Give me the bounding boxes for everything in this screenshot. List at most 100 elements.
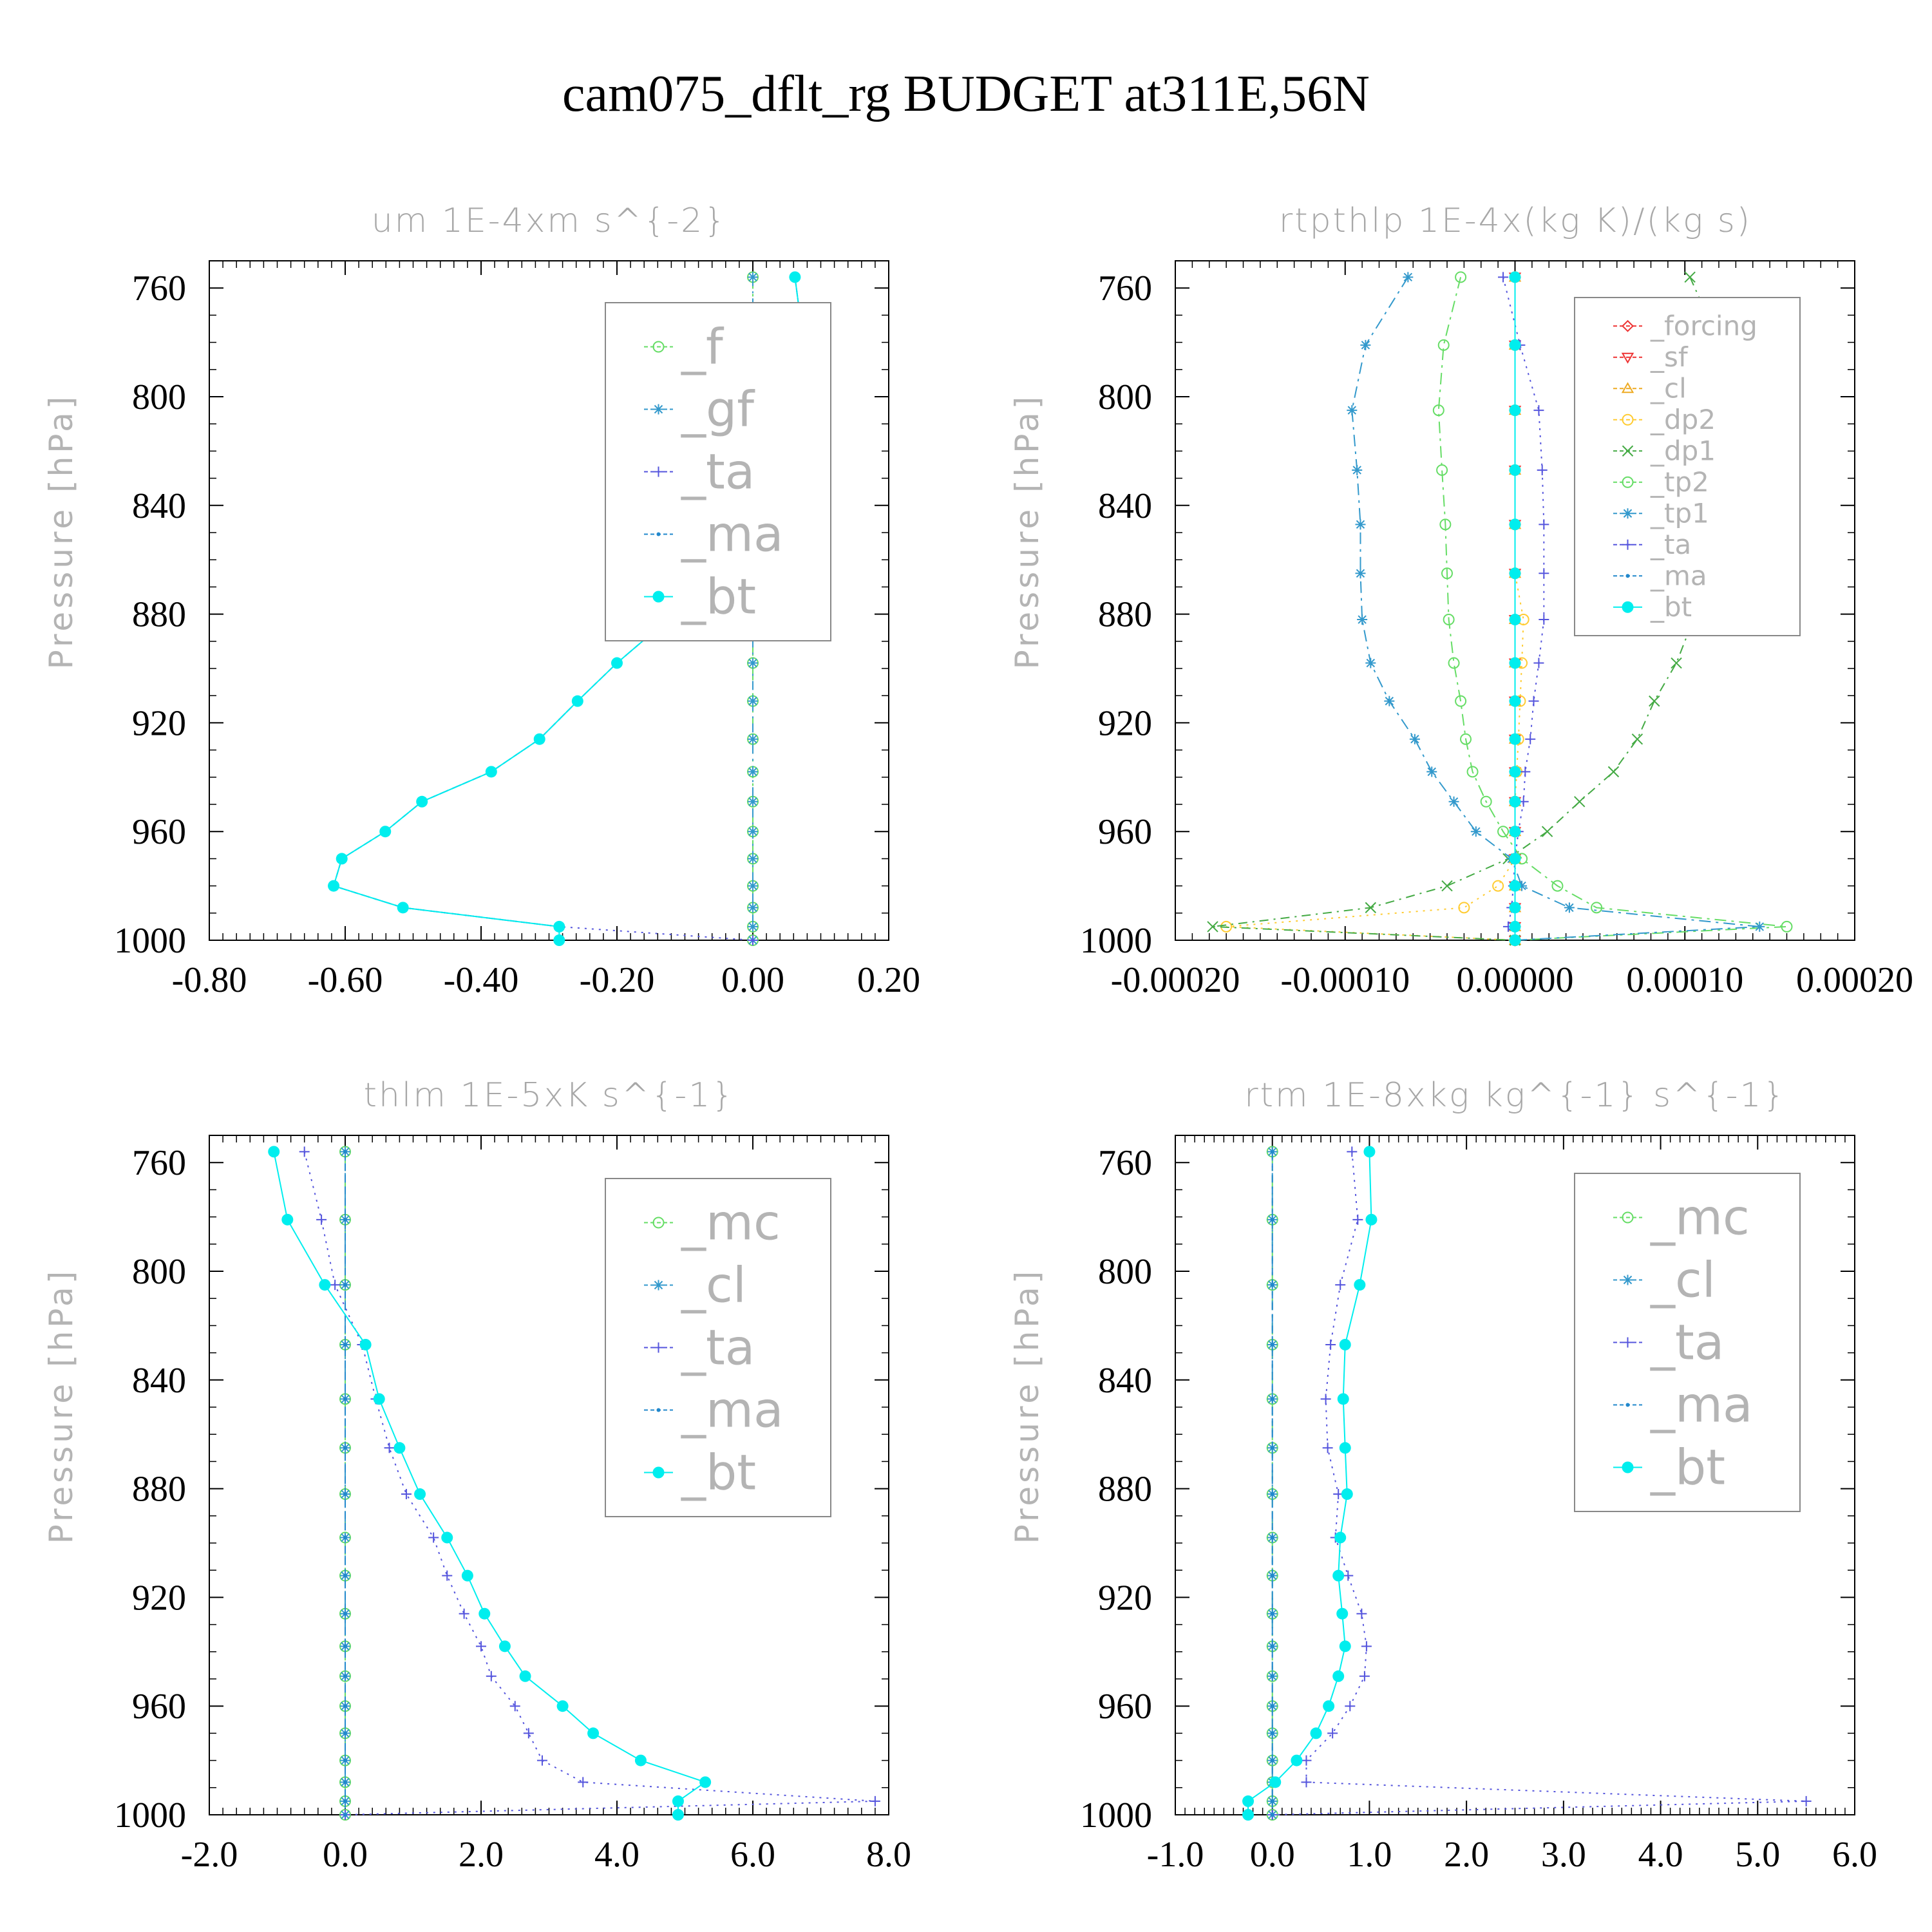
data-point — [1509, 271, 1521, 283]
data-point — [1365, 902, 1377, 914]
data-point — [1270, 1492, 1274, 1497]
series-ta — [1267, 1146, 1812, 1820]
legend-marker — [1622, 445, 1634, 457]
data-point — [1355, 568, 1366, 579]
x-tick-label: 0.00000 — [1457, 960, 1574, 1000]
y-tick-label: 880 — [1098, 1470, 1152, 1510]
legend-entry-dp2: _dp2 — [1650, 404, 1716, 435]
data-point — [1270, 1799, 1274, 1803]
legend-entry-tp2: _tp2 — [1650, 466, 1709, 498]
data-point — [1270, 1150, 1274, 1154]
data-point — [268, 1146, 280, 1158]
legend-marker — [1625, 574, 1630, 578]
data-point — [1537, 464, 1548, 475]
series-line — [1247, 1151, 1372, 1815]
data-point — [553, 934, 565, 946]
y-tick-label: 760 — [1098, 269, 1152, 308]
x-tick-label: -1.0 — [1147, 1835, 1204, 1875]
data-point — [442, 1570, 453, 1581]
series-line — [1502, 277, 1545, 941]
legend-marker — [1622, 1337, 1633, 1348]
data-point — [1403, 272, 1414, 283]
data-point — [441, 1531, 453, 1544]
legend-marker — [1625, 1403, 1630, 1407]
x-tick-label: 2.0 — [1444, 1835, 1489, 1875]
data-point — [343, 1611, 347, 1616]
data-point — [1458, 902, 1470, 914]
data-point — [330, 1280, 341, 1291]
x-tick-label: 4.0 — [1638, 1835, 1683, 1875]
data-point — [1341, 1488, 1353, 1501]
data-point — [1517, 880, 1528, 891]
data-point — [536, 1755, 547, 1766]
data-point — [1754, 921, 1765, 932]
data-point — [1631, 734, 1643, 745]
data-point — [1355, 519, 1366, 530]
series-line — [1351, 276, 1760, 941]
data-point — [748, 734, 758, 744]
figure-title: cam075_dflt_rg BUDGET at311E,56N — [562, 66, 1370, 122]
panel-rtpthlp: rtpthlp 1E-4x(kg K)/(kg s) Pressure [hPa… — [1009, 202, 1913, 1000]
series-ta — [1498, 272, 1549, 945]
data-point — [343, 1813, 347, 1817]
data-point — [299, 1146, 310, 1157]
data-point — [1574, 796, 1586, 808]
data-point — [1327, 1728, 1338, 1739]
legend-entry-dp1: _dp1 — [1650, 435, 1716, 467]
legend: _forcing_sf_cl_dp2_dp1_tp2_tp1_ta_ma_bt — [1574, 297, 1801, 636]
legend-box — [1574, 297, 1801, 636]
y-tick-label: 960 — [132, 812, 186, 852]
data-point — [1426, 766, 1437, 777]
data-point — [1439, 518, 1452, 531]
series-line — [303, 1151, 875, 1815]
x-tick-label: 0.00 — [721, 960, 784, 1000]
data-point — [553, 920, 565, 933]
data-point — [1528, 696, 1539, 706]
data-point — [1291, 1754, 1303, 1766]
data-point — [1301, 1777, 1312, 1788]
data-point — [414, 1488, 426, 1501]
data-point — [459, 1608, 469, 1619]
legend-entry-bt: _bt — [1650, 1438, 1725, 1495]
x-tick-label: 0.00020 — [1796, 960, 1913, 1000]
data-point — [1480, 795, 1492, 808]
data-point — [1270, 1535, 1274, 1540]
y-tick-label: 800 — [1098, 377, 1152, 417]
data-point — [748, 853, 758, 864]
legend-entry-mc: _mc — [1650, 1188, 1750, 1245]
data-point — [1242, 1809, 1255, 1821]
data-point — [1448, 657, 1460, 669]
data-point — [1436, 464, 1448, 476]
x-tick-label: -0.20 — [580, 960, 655, 1000]
data-point — [519, 1670, 531, 1682]
data-point — [1339, 1640, 1351, 1653]
data-point — [1365, 1213, 1378, 1226]
data-point — [1497, 826, 1510, 838]
y-tick-label: 840 — [132, 486, 186, 526]
legend-box — [1574, 1173, 1801, 1512]
legend-marker — [1622, 601, 1634, 613]
data-point — [461, 1569, 473, 1582]
data-point — [486, 1671, 497, 1681]
data-point — [1269, 1776, 1282, 1788]
data-point — [476, 1641, 486, 1652]
data-point — [1533, 658, 1544, 668]
y-tick-label: 840 — [132, 1361, 186, 1401]
data-point — [748, 796, 758, 807]
legend-marker — [653, 404, 664, 415]
data-point — [1242, 1795, 1255, 1807]
legend-entry-ma: _ma — [681, 1381, 784, 1438]
data-point — [343, 1644, 347, 1649]
legend-entry-bt: _bt — [681, 567, 756, 625]
panel-thlm: thlm 1E-5xK s^{-1} Pressure [hPa] -2.0 0.… — [43, 1076, 911, 1875]
data-point — [748, 696, 758, 706]
data-point — [397, 902, 409, 914]
data-point — [1270, 1813, 1274, 1817]
data-point — [1509, 795, 1521, 808]
panel-title-rtm: rtm 1E-8xkg kg^{-1} s^{-1} — [1244, 1076, 1786, 1115]
legend-marker — [656, 1408, 661, 1412]
data-point — [343, 1758, 347, 1763]
data-point — [869, 1795, 880, 1806]
y-axis-label-thlm: Pressure [hPa] — [43, 1268, 80, 1544]
